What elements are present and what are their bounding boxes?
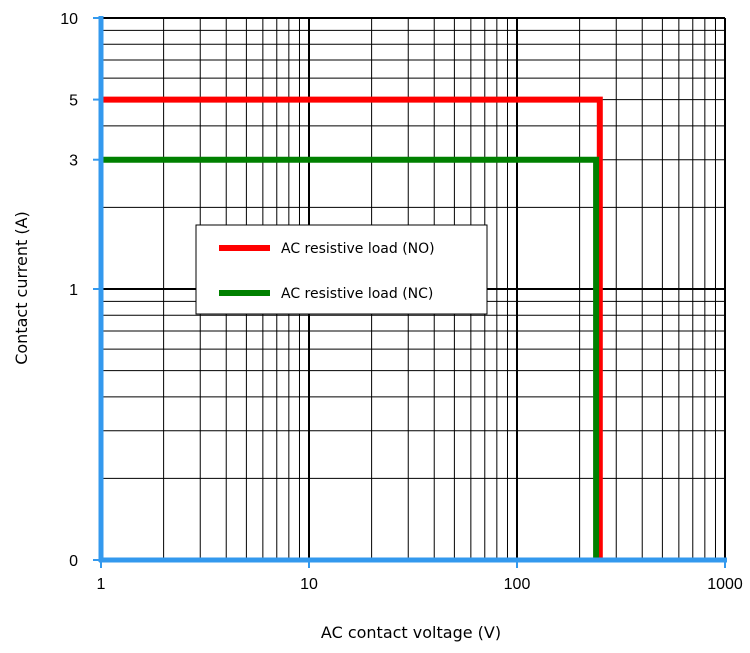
y-tick-label: 0 [69,553,78,570]
y-tick-label: 5 [69,93,78,110]
y-tick-label: 1 [69,282,78,299]
legend-box [195,224,488,315]
series-layer [101,96,603,560]
series-line-no [101,96,603,560]
legend-label-no: AC resistive load (NO) [281,241,435,257]
x-axis-title: AC contact voltage (V) [321,623,501,642]
legend-label-nc: AC resistive load (NC) [281,286,433,302]
x-tick-label: 100 [504,576,531,593]
x-tick-label: 10 [300,576,318,593]
y-axis-title: Contact current (A) [12,211,31,365]
series-line-nc [101,156,600,560]
x-tick-label: 1000 [707,576,743,593]
x-tick-label: 1 [97,576,106,593]
plot-frame [101,17,726,560]
y-tick-label: 3 [69,153,78,170]
y-tick-label: 10 [60,11,78,28]
legend: AC resistive load (NO) AC resistive load… [195,224,488,315]
